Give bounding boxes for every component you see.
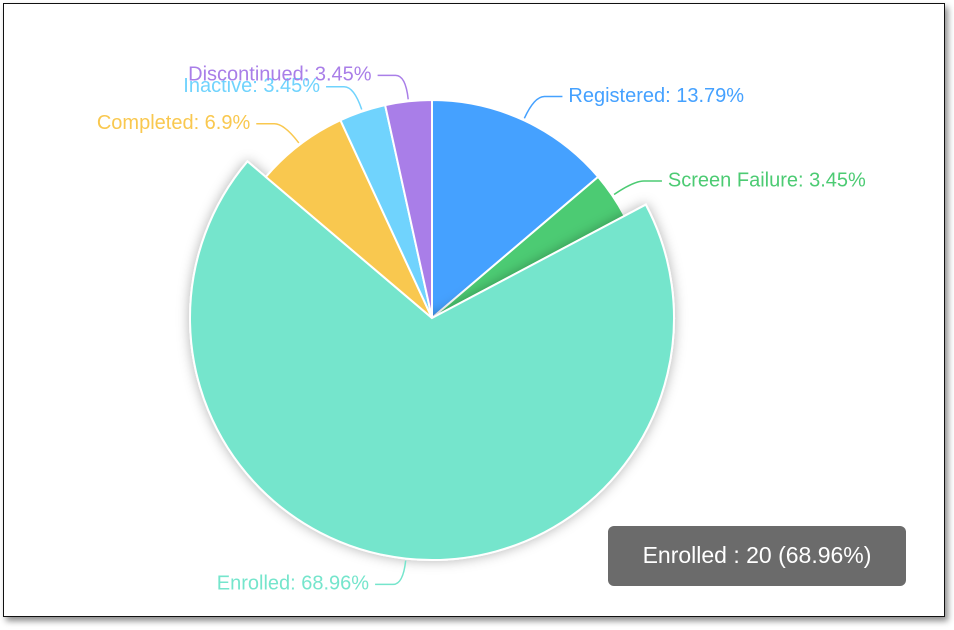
leader-line bbox=[375, 560, 407, 586]
labels: Registered: 13.79% Screen Failure: 3.45% E… bbox=[97, 64, 866, 595]
slice-label: Enrolled: 68.96% bbox=[217, 573, 370, 595]
tooltip: Enrolled : 20 (68.96%) bbox=[608, 526, 906, 586]
slice bbox=[189, 160, 675, 561]
leader-line bbox=[256, 123, 300, 144]
leader-line bbox=[523, 95, 563, 119]
slice-label: Inactive: 3.45% bbox=[183, 75, 320, 97]
leader-line bbox=[377, 74, 409, 100]
slice-label: Discontinued: 3.45% bbox=[188, 64, 372, 86]
slice-label: Completed: 6.9% bbox=[97, 112, 251, 134]
pie bbox=[189, 98, 675, 561]
slice-label: Screen Failure: 3.45% bbox=[668, 169, 866, 191]
slice-label: Registered: 13.79% bbox=[568, 85, 744, 107]
leader-line bbox=[326, 86, 363, 110]
slice bbox=[383, 98, 433, 319]
tooltip-text: Enrolled : 20 (68.96%) bbox=[643, 542, 872, 568]
slice bbox=[431, 98, 600, 321]
tooltip-box bbox=[608, 526, 906, 586]
leader-line bbox=[613, 180, 662, 196]
